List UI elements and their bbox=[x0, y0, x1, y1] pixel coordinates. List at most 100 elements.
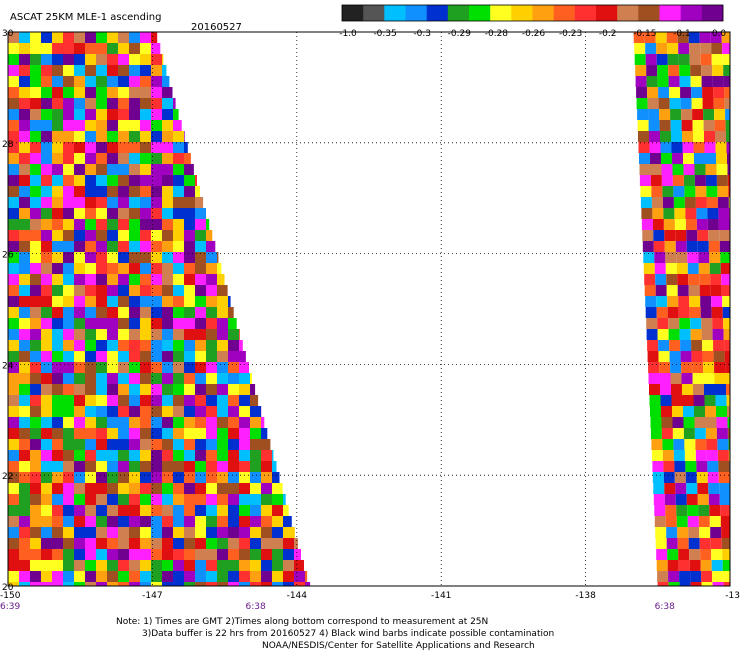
heatmap-cell bbox=[173, 120, 182, 131]
heatmap-cell bbox=[651, 186, 663, 197]
heatmap-cell bbox=[8, 142, 19, 153]
heatmap-cell bbox=[206, 219, 210, 230]
heatmap-cell bbox=[74, 87, 85, 98]
heatmap-cell bbox=[162, 109, 173, 120]
heatmap-cell bbox=[52, 208, 63, 219]
heatmap-cell bbox=[41, 43, 52, 54]
heatmap-cell bbox=[107, 120, 118, 131]
heatmap-cell bbox=[239, 373, 250, 384]
heatmap-cell bbox=[681, 120, 693, 131]
heatmap-cell bbox=[643, 252, 655, 263]
heatmap-cell bbox=[719, 241, 730, 252]
heatmap-cell bbox=[217, 417, 228, 428]
heatmap-cell bbox=[107, 208, 118, 219]
heatmap-cell bbox=[41, 219, 52, 230]
heatmap-cell bbox=[107, 164, 118, 175]
heatmap-cell bbox=[670, 109, 682, 120]
heatmap-cell bbox=[140, 65, 151, 76]
heatmap-cell bbox=[74, 76, 85, 87]
heatmap-cell bbox=[41, 208, 52, 219]
heatmap-cell bbox=[118, 197, 129, 208]
heatmap-cell bbox=[8, 340, 19, 351]
heatmap-cell bbox=[647, 340, 659, 351]
heatmap-cell bbox=[151, 417, 162, 428]
heatmap-cell bbox=[272, 582, 283, 586]
heatmap-cell bbox=[720, 516, 730, 527]
heatmap-cell bbox=[107, 98, 118, 109]
heatmap-cell bbox=[726, 142, 730, 153]
heatmap-cell bbox=[151, 571, 162, 582]
colorbar-label: -0.2 bbox=[599, 29, 617, 39]
heatmap-cell bbox=[239, 560, 250, 571]
heatmap-cell bbox=[140, 296, 151, 307]
heatmap-cell bbox=[696, 472, 708, 483]
y-tick-label: 28 bbox=[2, 140, 14, 150]
heatmap-cell bbox=[639, 175, 651, 186]
heatmap-cell bbox=[683, 153, 694, 164]
heatmap-cell bbox=[184, 208, 195, 219]
heatmap-cell bbox=[74, 538, 85, 549]
heatmap-cell bbox=[652, 208, 664, 219]
heatmap-cell bbox=[206, 351, 217, 362]
heatmap-cell bbox=[678, 54, 690, 65]
heatmap-cell bbox=[162, 307, 173, 318]
heatmap-cell bbox=[689, 54, 701, 65]
heatmap-cell bbox=[63, 329, 74, 340]
heatmap-cell bbox=[661, 417, 673, 428]
heatmap-cell bbox=[52, 329, 63, 340]
heatmap-cell bbox=[85, 373, 96, 384]
colorbar-label: -0.35 bbox=[373, 29, 396, 39]
heatmap-cell bbox=[184, 340, 195, 351]
heatmap-cell bbox=[195, 208, 206, 219]
heatmap-cell bbox=[85, 461, 96, 472]
heatmap-cell bbox=[96, 494, 107, 505]
heatmap-cell bbox=[696, 208, 708, 219]
heatmap-cell bbox=[206, 450, 217, 461]
heatmap-cell bbox=[724, 98, 730, 109]
heatmap-cell bbox=[217, 571, 228, 582]
heatmap-cell bbox=[184, 406, 195, 417]
heatmap-cell bbox=[151, 351, 162, 362]
colorbar-label: 0.0 bbox=[712, 29, 727, 39]
heatmap-cell bbox=[85, 329, 96, 340]
heatmap-cell bbox=[261, 483, 272, 494]
heatmap-cell bbox=[645, 54, 657, 65]
heatmap-cell bbox=[30, 549, 41, 560]
heatmap-cell bbox=[195, 538, 206, 549]
heatmap-cell bbox=[140, 241, 151, 252]
heatmap-cell bbox=[228, 472, 239, 483]
heatmap-cell bbox=[96, 32, 107, 43]
heatmap-cell bbox=[718, 208, 730, 219]
heatmap-cell bbox=[140, 252, 151, 263]
heatmap-cell bbox=[140, 120, 151, 131]
heatmap-cell bbox=[239, 494, 250, 505]
heatmap-cell bbox=[96, 450, 107, 461]
heatmap-cell bbox=[52, 351, 63, 362]
heatmap-cell bbox=[52, 527, 63, 538]
heatmap-cell bbox=[261, 516, 272, 527]
heatmap-cell bbox=[8, 384, 19, 395]
heatmap-cell bbox=[74, 582, 85, 586]
heatmap-cell bbox=[30, 87, 41, 98]
heatmap-cell bbox=[239, 571, 250, 582]
heatmap-cell bbox=[96, 98, 107, 109]
heatmap-cell bbox=[151, 450, 162, 461]
heatmap-cell bbox=[52, 109, 63, 120]
heatmap-cell bbox=[30, 406, 41, 417]
heatmap-cell bbox=[693, 142, 705, 153]
heatmap-cell bbox=[647, 351, 659, 362]
heatmap-cell bbox=[129, 285, 140, 296]
heatmap-cell bbox=[52, 450, 63, 461]
heatmap-cell bbox=[19, 560, 30, 571]
heatmap-cell bbox=[140, 54, 151, 65]
colorbar-label: -0.26 bbox=[522, 29, 546, 39]
heatmap-cell bbox=[8, 175, 19, 186]
heatmap-cell bbox=[184, 285, 195, 296]
heatmap-cell bbox=[63, 54, 74, 65]
heatmap-cell bbox=[151, 186, 162, 197]
heatmap-cell bbox=[52, 417, 63, 428]
heatmap-cell bbox=[672, 406, 683, 417]
heatmap-cell bbox=[52, 362, 63, 373]
heatmap-cell bbox=[650, 428, 662, 439]
heatmap-cell bbox=[724, 340, 730, 351]
